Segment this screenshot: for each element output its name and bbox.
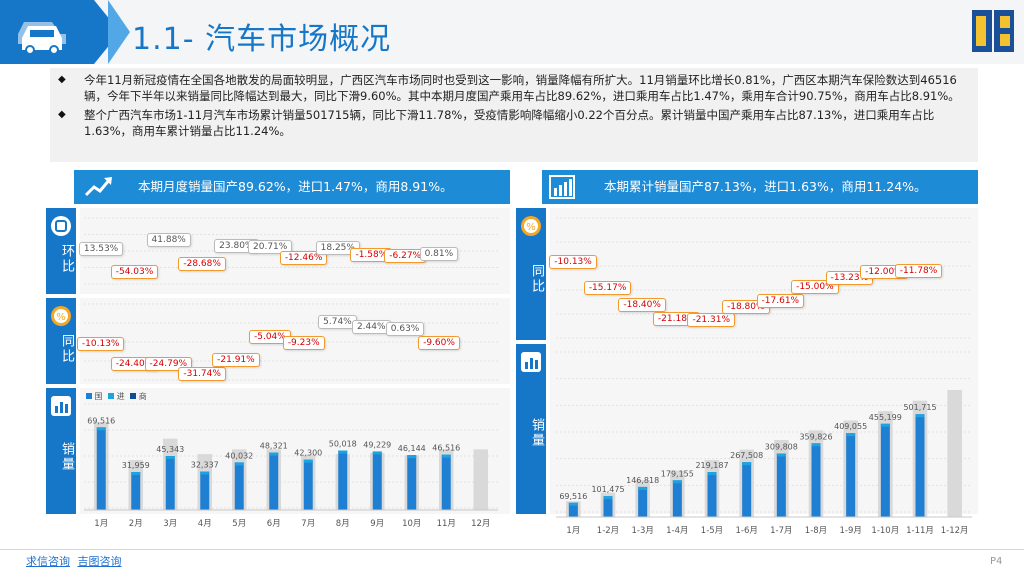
tab-cum-yoy: % 同比	[516, 208, 546, 340]
cumulative-category-label: 1-4月	[666, 526, 688, 536]
monthly-category-label: 12月	[471, 519, 490, 529]
tab-yoy: % 同比	[46, 298, 76, 384]
footer-link-qiuxin[interactable]: 求信咨询	[26, 555, 70, 568]
monthly-category-label: 5月	[232, 519, 246, 529]
tab-cum-sales-label: 销量	[529, 418, 544, 448]
monthly-category-label: 9月	[370, 519, 384, 529]
legend-swatch-domestic	[86, 393, 92, 399]
legend-swatch-import	[108, 393, 115, 399]
tab-mom: 环比	[46, 208, 76, 294]
cumulative-share-text: 本期累计销量国产87.13%，进口1.63%，商用11.24%。	[604, 179, 927, 194]
mom-panel	[80, 208, 510, 294]
summary-bullet-1: 今年11月新冠疫情在全国各地散发的局面较明显，广西区汽车市场同时也受到这一影响，…	[58, 72, 970, 104]
svg-text:%: %	[56, 312, 66, 323]
tab-sales: 销量	[46, 388, 76, 514]
monthly-category-label: 8月	[336, 519, 350, 529]
monthly-category-label: 6月	[267, 519, 281, 529]
trend-up-icon	[84, 177, 112, 197]
cumulative-category-label: 1-12月	[941, 526, 969, 536]
monthly-category-label: 10月	[402, 519, 421, 529]
cumulative-category-label: 1-5月	[701, 526, 723, 536]
footer-links: 求信咨询 吉图咨询	[26, 553, 126, 569]
cum-panel	[550, 208, 978, 514]
summary-bullets: 今年11月新冠疫情在全国各地散发的局面较明显，广西区汽车市场同时也受到这一影响，…	[50, 68, 978, 162]
legend-domestic: 国	[94, 392, 103, 401]
cumulative-category-label: 1-7月	[770, 526, 792, 536]
tab-cum-sales: 销量	[516, 344, 546, 514]
chart-icon	[521, 352, 541, 372]
tab-yoy-label: 同比	[59, 334, 74, 364]
summary-bullet-2: 整个广西汽车市场1-11月汽车市场累计销量501715辆，同比下滑11.78%，…	[58, 107, 970, 139]
sales-panel	[80, 388, 510, 514]
monthly-category-label: 1月	[94, 519, 108, 529]
monthly-category-label: 4月	[198, 519, 212, 529]
cumulative-category-label: 1-8月	[805, 526, 827, 536]
monthly-category-label: 7月	[301, 519, 315, 529]
percent-icon: %	[51, 306, 71, 326]
legend-import: 进	[116, 392, 125, 401]
yoy-panel	[80, 298, 510, 384]
cumulative-category-label: 1-11月	[906, 526, 934, 536]
monthly-share-text: 本期月度销量国产89.62%，进口1.47%，商用8.91%。	[138, 179, 453, 194]
cumulative-category-label: 1-6月	[735, 526, 757, 536]
legend-swatch-commercial	[130, 393, 137, 399]
sales-legend: 国 进 商	[86, 391, 147, 402]
page-number: P4	[990, 556, 1003, 567]
cumulative-category-label: 1-3月	[631, 526, 653, 536]
cumulative-category-label: 1-2月	[597, 526, 619, 536]
chart-icon	[51, 396, 71, 416]
header-chevron-light	[108, 0, 130, 64]
cumulative-share-banner: 本期累计销量国产87.13%，进口1.63%，商用11.24%。	[542, 170, 978, 204]
tab-mom-label: 环比	[59, 244, 74, 274]
footer-divider	[0, 549, 1024, 550]
bar-growth-icon	[549, 175, 575, 199]
page-title: 1.1- 汽车市场概况	[132, 22, 392, 57]
car-icon	[18, 22, 66, 54]
monthly-category-label: 2月	[129, 519, 143, 529]
db-logo	[972, 10, 1014, 52]
footer-link-jitu[interactable]: 吉图咨询	[77, 555, 122, 568]
legend-commercial: 商	[138, 392, 147, 401]
cumulative-category-label: 1月	[566, 526, 580, 536]
percent-icon: %	[521, 216, 541, 236]
monthly-category-label: 3月	[163, 519, 177, 529]
cumulative-category-label: 1-10月	[871, 526, 899, 536]
header-bar	[0, 0, 1024, 64]
monthly-category-label: 11月	[437, 519, 456, 529]
svg-text:%: %	[526, 222, 536, 233]
cumulative-category-label: 1-9月	[839, 526, 861, 536]
cycle-icon	[51, 216, 71, 236]
monthly-share-banner: 本期月度销量国产89.62%，进口1.47%，商用8.91%。	[74, 170, 510, 204]
tab-cum-yoy-label: 同比	[529, 264, 544, 294]
tab-sales-label: 销量	[59, 442, 74, 472]
